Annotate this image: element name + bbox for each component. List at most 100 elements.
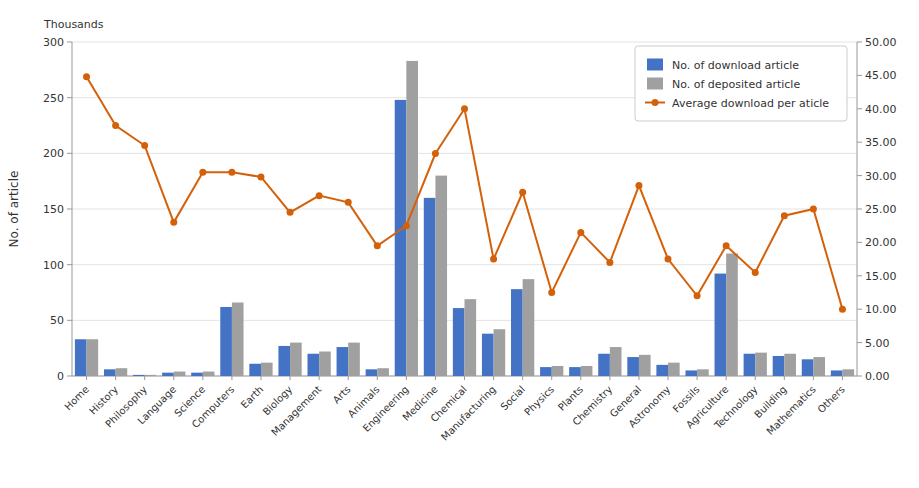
bar xyxy=(842,369,854,376)
y2-tick-label: 40.00 xyxy=(865,103,897,116)
y2-tick xyxy=(857,108,862,109)
line-marker xyxy=(635,182,642,189)
bar xyxy=(308,354,320,376)
x-tick xyxy=(755,376,756,380)
bar xyxy=(278,346,290,376)
bar xyxy=(337,347,349,376)
y-axis-line xyxy=(72,42,73,376)
x-tick-label: Manufacturing xyxy=(439,384,498,443)
bar xyxy=(290,343,302,376)
bar xyxy=(453,308,465,376)
y2-tick-label: 45.00 xyxy=(865,69,897,82)
y2-tick-label: 15.00 xyxy=(865,270,897,283)
bar xyxy=(715,274,727,376)
x-tick xyxy=(377,376,378,380)
y-tick xyxy=(67,153,72,154)
y-tick xyxy=(67,376,72,377)
x-tick-label: Chemistry xyxy=(570,384,614,428)
x-tick xyxy=(348,376,349,380)
x-tick xyxy=(842,376,843,380)
y2-tick-label: 30.00 xyxy=(865,170,897,183)
y2-tick xyxy=(857,275,862,276)
bar xyxy=(261,363,273,376)
x-tick xyxy=(231,376,232,380)
bar xyxy=(191,373,203,376)
plot-area xyxy=(75,61,854,376)
chart: 0501001502002503000.005.0010.0015.0020.0… xyxy=(0,0,919,488)
y-tick xyxy=(67,42,72,43)
x-tick xyxy=(464,376,465,380)
x-tick xyxy=(202,376,203,380)
legend-swatch xyxy=(647,78,663,90)
y-tick-label: 50 xyxy=(50,314,64,327)
grid-line xyxy=(72,209,857,210)
legend: No. of download articleNo. of deposited … xyxy=(635,46,847,121)
x-tick-label: Others xyxy=(815,384,847,416)
x-tick-label: Language xyxy=(135,384,178,427)
y-tick-label: 200 xyxy=(43,147,64,160)
y2-tick xyxy=(857,142,862,143)
x-tick xyxy=(697,376,698,380)
y2-tick xyxy=(857,242,862,243)
y-tick-label: 100 xyxy=(43,259,64,272)
line-marker xyxy=(287,209,294,216)
line-marker xyxy=(257,173,264,180)
x-tick-label: Physics xyxy=(522,384,556,418)
line-marker xyxy=(461,105,468,112)
bar xyxy=(424,198,436,376)
x-tick xyxy=(726,376,727,380)
y-tick-label: 300 xyxy=(43,36,64,49)
line-marker xyxy=(606,259,613,266)
bar xyxy=(232,303,244,376)
y-tick xyxy=(67,320,72,321)
grid-line xyxy=(72,42,857,43)
x-tick xyxy=(290,376,291,380)
line-marker xyxy=(665,256,672,263)
bar xyxy=(406,61,418,376)
bar xyxy=(348,343,360,376)
bar xyxy=(377,368,389,376)
bar xyxy=(656,365,668,376)
y-tick-label: 0 xyxy=(57,370,64,383)
bar xyxy=(639,355,651,376)
line-marker xyxy=(112,122,119,129)
x-tick xyxy=(493,376,494,380)
x-tick-label: Computers xyxy=(190,384,237,431)
line-marker xyxy=(839,306,846,313)
bar xyxy=(627,357,639,376)
bar xyxy=(511,289,523,376)
x-tick xyxy=(551,376,552,380)
legend-box xyxy=(635,46,847,121)
line-marker xyxy=(723,242,730,249)
y2-axis-line xyxy=(857,42,858,376)
bar xyxy=(697,369,709,376)
y2-tick-label: 10.00 xyxy=(865,303,897,316)
x-tick xyxy=(260,376,261,380)
y-tick-label: 250 xyxy=(43,92,64,105)
x-tick xyxy=(784,376,785,380)
y2-tick xyxy=(857,209,862,210)
bar xyxy=(482,334,494,376)
x-tick xyxy=(435,376,436,380)
x-tick xyxy=(522,376,523,380)
x-tick-label: Arts xyxy=(331,384,353,406)
bar xyxy=(494,329,506,376)
line-marker xyxy=(781,212,788,219)
bar xyxy=(319,352,331,376)
bar xyxy=(831,370,843,376)
x-tick-label: Mathematics xyxy=(764,384,817,437)
y2-tick-label: 25.00 xyxy=(865,203,897,216)
line-marker xyxy=(316,192,323,199)
line-marker xyxy=(345,199,352,206)
x-tick-label: Engineering xyxy=(361,384,411,434)
y2-tick-label: 0.00 xyxy=(865,370,890,383)
bar xyxy=(395,100,407,376)
line-marker xyxy=(228,169,235,176)
x-tick xyxy=(144,376,145,380)
bar xyxy=(145,375,157,376)
y-tick xyxy=(67,209,72,210)
y2-tick-label: 50.00 xyxy=(865,36,897,49)
line-marker xyxy=(810,206,817,213)
line-marker xyxy=(374,242,381,249)
line-marker xyxy=(199,169,206,176)
